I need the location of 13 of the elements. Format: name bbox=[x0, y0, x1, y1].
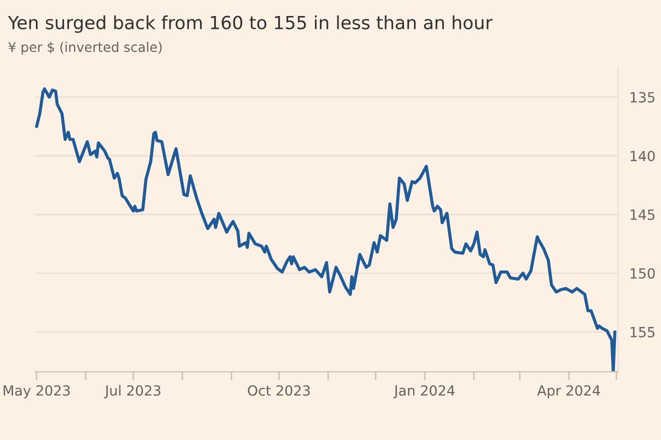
y-tick-label: 145 bbox=[630, 210, 654, 220]
x-tick-label: May 2023 bbox=[4, 385, 70, 398]
y-tick-label: 155 bbox=[630, 327, 654, 338]
line-series bbox=[35, 87, 616, 372]
x-tick-label: Jul 2023 bbox=[104, 384, 160, 398]
x-tick-label: Oct 2023 bbox=[248, 385, 310, 396]
x-tick-label: Apr 2024 bbox=[537, 385, 600, 398]
chart-title: Yen surged back from 160 to 155 in less than an hour bbox=[8, 15, 492, 33]
y-tick-label: 135 bbox=[630, 92, 654, 103]
y-tick-label: 140 bbox=[630, 150, 655, 162]
y-tick-label: 150 bbox=[630, 268, 655, 279]
x-tick-label: Jan 2024 bbox=[393, 385, 455, 398]
chart-subtitle: ¥ per $ (inverted scale) bbox=[8, 42, 162, 55]
